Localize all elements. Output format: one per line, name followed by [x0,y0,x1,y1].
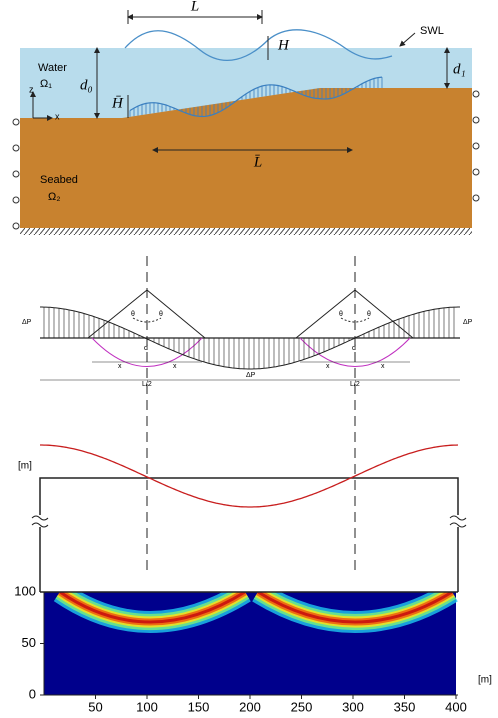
angle-label: θ [339,311,343,318]
displacement-curve [40,444,459,508]
support [12,144,20,152]
heatmap-mask [44,576,456,592]
fixed-base [20,228,472,235]
bed-height-label: H̄ [111,95,124,111]
influence-triangle [295,289,414,339]
z-axis-label: z [29,84,34,94]
support [472,194,480,202]
wave-height-label: H [277,37,290,53]
pressure-label: ΔP [22,319,32,326]
x-tick-label: 400 [445,699,467,714]
axis-break [31,515,467,528]
x-tick-label: 300 [342,699,364,714]
seabed-label: Seabed [40,174,78,186]
y-tick-label: 50 [22,635,36,650]
x-tick-label: 100 [136,699,158,714]
x-label: x [381,363,385,370]
support [472,116,480,124]
pressure-hatching [129,76,383,118]
supports [12,90,480,230]
influence-arc [299,337,411,367]
wavelength-label: L [190,0,199,14]
seabed-region [20,88,472,228]
x-tick-label: 50 [88,699,102,714]
depth-left-label: d₀ [80,77,93,93]
middle-panel: ΔP ΔP ΔP θ θ θ θ d d x x x x L/2 L/2 [22,289,473,388]
angle-label: θ [131,311,135,318]
half-length-label: L/2 [142,381,152,388]
x-axis-label: x [55,111,60,121]
pressure-curve [40,306,460,370]
depth-label: d [352,345,356,352]
heat-band [257,590,453,624]
unit-label: [m] [18,461,32,472]
x-label: x [326,363,330,370]
x-tick-label: 200 [239,699,261,714]
support [12,196,20,204]
x-tick-label: 350 [394,699,416,714]
support [472,90,480,98]
depth-right-label: d₁ [453,61,466,77]
y-tick-label: 0 [29,686,36,701]
half-length-label: L/2 [350,381,360,388]
influence-arc [91,337,203,367]
heatmap-bands [40,576,458,633]
unit-label: [m] [478,675,492,686]
x-tick-label: 250 [291,699,313,714]
pressure-envelope [129,76,383,118]
x-label: x [173,363,177,370]
x-tick-label: 150 [188,699,210,714]
support [472,142,480,150]
support [12,222,20,230]
pressure-label: ΔP [463,319,473,326]
bed-wavelength-label: L̄ [253,154,262,170]
angle-label: θ [159,311,163,318]
domain-box [39,477,459,592]
y-tick-label: 100 [14,583,36,598]
support [12,170,20,178]
heat-band [59,590,246,624]
water-label: Water [38,62,67,74]
depth-label: d [144,345,148,352]
top-panel: L H SWL d₀ d₁ Water Ω₁ z x H̄ L̄ Seabed … [12,0,480,235]
bottom-panel: [m] [m] 50 100 150 200 250 300 350 400 0 50 100 [14,444,492,714]
water-domain-label: Ω₁ [40,78,52,90]
support [12,118,20,126]
angle-label: θ [367,311,371,318]
swl-label: SWL [420,25,444,37]
x-label: x [118,363,122,370]
pressure-label: ΔP [246,372,256,379]
support [472,168,480,176]
seabed-domain-label: Ω₂ [48,191,61,203]
